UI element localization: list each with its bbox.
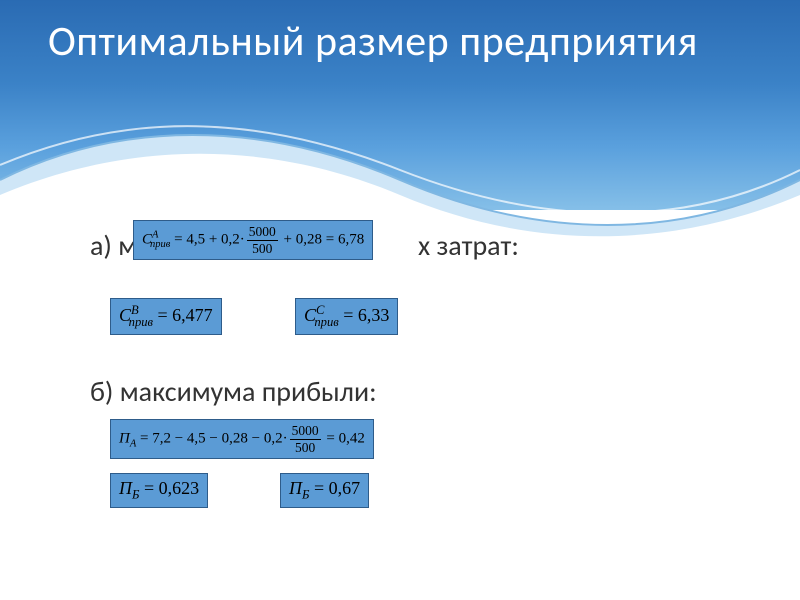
formula-pb2-sym: П: [289, 478, 302, 498]
row-pa: ПА = 7,2 − 4,5 − 0,28 − 0,2·5000500 = 0,…: [90, 419, 740, 459]
formula-c-sub: прив: [314, 315, 338, 329]
formula-pa-den: 500: [290, 440, 321, 455]
formula-pa-lead: = 7,2 − 4,5 − 0,28 − 0,2·: [136, 430, 287, 446]
section-b-text: б) максимума прибыли:: [90, 374, 740, 409]
section-a-suffix: х затрат:: [418, 228, 519, 263]
formula-pa-sym: П: [119, 430, 130, 446]
section-a-prefix: а) м: [90, 228, 137, 263]
formula-pa-frac: 5000500: [290, 424, 321, 454]
formula-a1-num: 5000: [247, 225, 278, 241]
formula-pa-tail: = 0,42: [323, 430, 365, 446]
section-a-row: а) м САприв = 4,5 + 0,2·5000500 + 0,28 =…: [90, 220, 740, 268]
formula-b: СВприв = 6,477: [110, 298, 222, 335]
formula-b-val: = 6,477: [153, 305, 213, 325]
row-pb: ПБ = 0,623 ПБ = 0,67: [90, 473, 740, 509]
formula-a1-lead: = 4,5 + 0,2·: [170, 231, 244, 247]
formula-c-val: = 6,33: [339, 305, 390, 325]
formula-pa: ПА = 7,2 − 4,5 − 0,28 − 0,2·5000500 = 0,…: [110, 419, 374, 459]
formula-pa-num: 5000: [290, 424, 321, 440]
formula-a1-tail: + 0,28 = 6,78: [280, 231, 364, 247]
formula-a1: САприв = 4,5 + 0,2·5000500 + 0,28 = 6,78: [133, 220, 373, 260]
formula-pb1-sym: П: [119, 478, 132, 498]
formula-pb1: ПБ = 0,623: [110, 473, 208, 508]
formula-c: ССприв = 6,33: [295, 298, 398, 335]
formula-b-sub: прив: [129, 315, 153, 329]
slide-title: Оптимальный размер предприятия: [48, 18, 752, 66]
row-bc: СВприв = 6,477 ССприв = 6,33: [90, 298, 740, 334]
formula-a1-sub: прив: [150, 239, 170, 250]
formula-pb1-val: = 0,623: [139, 478, 199, 498]
formula-a1-frac: 5000500: [247, 225, 278, 255]
formula-pb2: ПБ = 0,67: [280, 473, 369, 508]
formula-pb2-val: = 0,67: [309, 478, 360, 498]
slide: Оптимальный размер предприятия а) м САпр…: [0, 0, 800, 600]
formula-a1-den: 500: [247, 241, 278, 256]
content-area: а) м САприв = 4,5 + 0,2·5000500 + 0,28 =…: [90, 220, 740, 509]
